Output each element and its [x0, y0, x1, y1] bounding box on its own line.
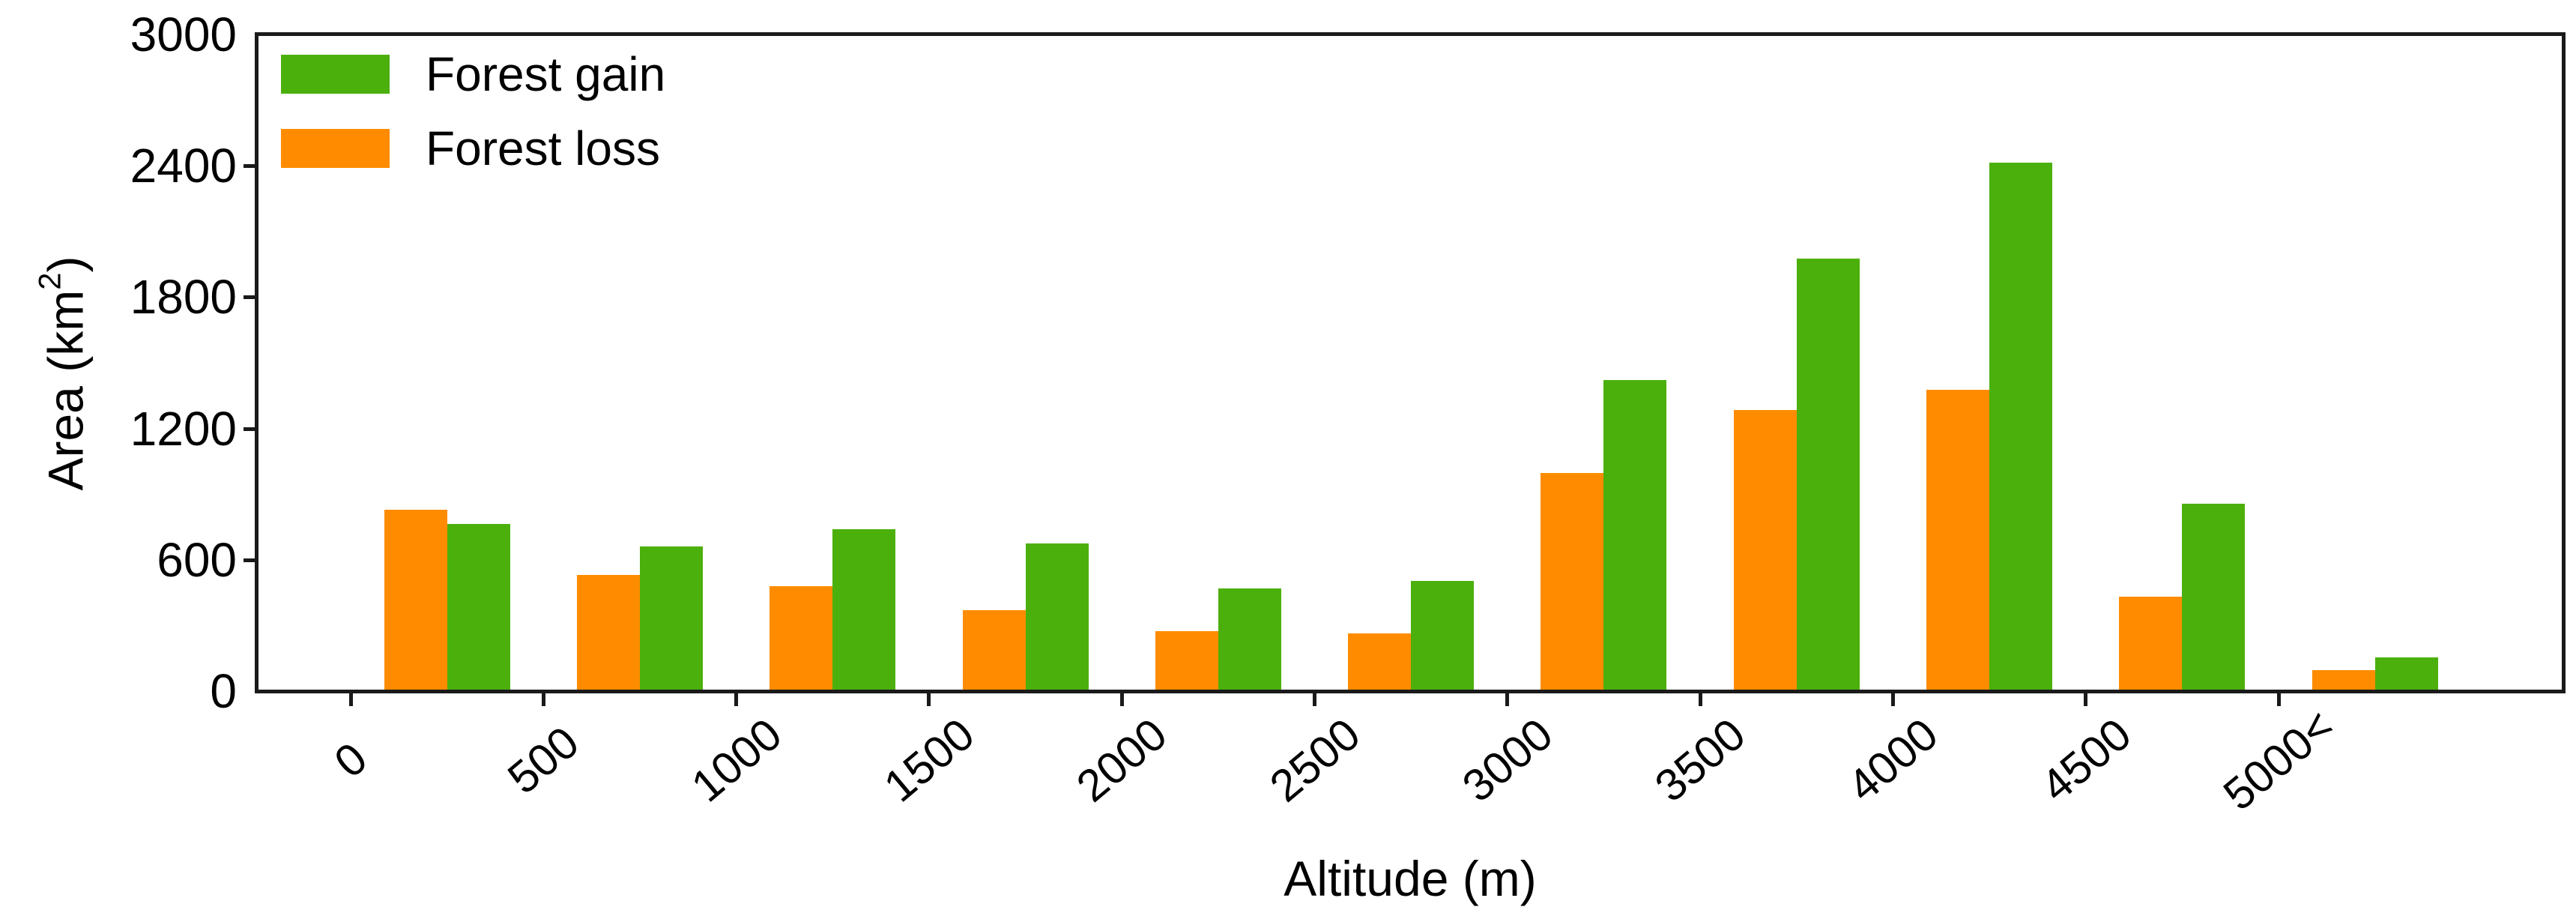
y-tick-label: 3000 [130, 7, 237, 61]
bar-forest-loss-1000 [770, 586, 832, 691]
x-tick-mark [1505, 693, 1509, 706]
x-tick-mark [2277, 693, 2281, 706]
y-tick-label: 2400 [130, 139, 237, 193]
y-axis-title-suffix: ) [37, 256, 94, 273]
x-tick-label: 2500 [1260, 708, 1370, 812]
x-axis-title: Altitude (m) [1284, 851, 1537, 906]
y-tick-label: 1800 [130, 270, 237, 324]
y-tick-mark [244, 427, 257, 431]
x-tick-mark [927, 693, 931, 706]
bar-forest-gain-500 [640, 546, 703, 691]
bar-forest-gain-1500 [1026, 543, 1089, 691]
x-tick-mark [1313, 693, 1316, 706]
x-tick-label: 4000 [1838, 708, 1948, 812]
x-tick-label: 500 [498, 717, 589, 804]
x-tick-mark [2084, 693, 2087, 706]
bar-forest-gain-2500 [1411, 581, 1474, 691]
bar-forest-loss-1500 [963, 610, 1026, 691]
legend-label-forest-loss: Forest loss [426, 121, 660, 175]
bar-forest-gain-4500 [2182, 504, 2245, 691]
bar-forest-loss-3500 [1734, 410, 1797, 691]
y-tick-mark [244, 164, 257, 168]
y-tick-mark [244, 295, 257, 299]
bar-forest-loss-5000< [2312, 670, 2375, 691]
bar-forest-loss-500 [577, 575, 640, 691]
bar-forest-loss-0 [384, 510, 447, 691]
legend-item-forest-loss: Forest loss [281, 121, 665, 175]
x-tick-label: 0 [324, 732, 377, 788]
y-axis-title-superscript: 2 [31, 272, 67, 290]
x-tick-label: 1500 [874, 708, 984, 812]
x-tick-mark [349, 693, 353, 706]
x-tick-label: 3500 [1645, 708, 1755, 812]
x-tick-mark [1699, 693, 1702, 706]
x-tick-mark [734, 693, 738, 706]
legend-item-forest-gain: Forest gain [281, 47, 665, 101]
x-tick-mark [542, 693, 545, 706]
bar-forest-loss-4500 [2119, 597, 2182, 691]
legend: Forest gain Forest loss [281, 47, 665, 199]
bar-forest-gain-3000 [1603, 380, 1666, 691]
x-tick-label: 5000< [2213, 700, 2344, 820]
y-axis-title-prefix: Area (km [37, 289, 94, 491]
y-tick-mark [244, 558, 257, 562]
bar-forest-loss-3000 [1541, 473, 1603, 691]
x-tick-label: 4500 [2031, 708, 2141, 812]
legend-swatch-forest-loss [281, 129, 390, 168]
bar-forest-loss-4000 [1926, 390, 1989, 691]
bar-forest-gain-4000 [1989, 163, 2052, 691]
y-axis-title: Area (km2) [32, 256, 94, 490]
x-tick-label: 3000 [1453, 708, 1562, 812]
legend-label-forest-gain: Forest gain [426, 47, 666, 101]
bar-forest-gain-5000< [2375, 657, 2438, 691]
bar-forest-gain-0 [447, 524, 510, 691]
bar-forest-gain-2000 [1218, 588, 1281, 691]
x-tick-mark [1120, 693, 1124, 706]
x-tick-label: 2000 [1067, 708, 1176, 812]
bar-forest-loss-2500 [1348, 633, 1411, 691]
bar-forest-gain-1000 [832, 529, 895, 691]
bar-forest-gain-3500 [1797, 259, 1860, 691]
x-tick-label: 1000 [681, 708, 791, 812]
x-tick-mark [1891, 693, 1895, 706]
y-tick-label: 1200 [130, 402, 237, 456]
y-tick-label: 0 [210, 664, 237, 718]
legend-swatch-forest-gain [281, 55, 390, 94]
y-tick-label: 600 [157, 533, 237, 587]
bar-forest-loss-2000 [1155, 631, 1218, 691]
